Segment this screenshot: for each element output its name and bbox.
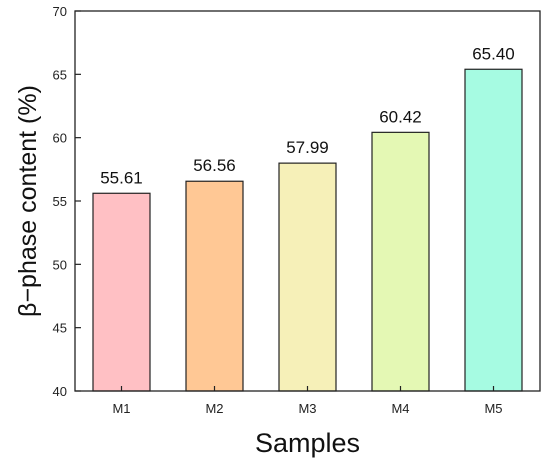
y-tick-label: 45 xyxy=(53,321,67,336)
bar-m4 xyxy=(371,131,430,392)
y-tick-label: 70 xyxy=(53,4,67,19)
bars xyxy=(92,68,523,392)
data-labels: 55.61 56.56 57.99 60.42 65.40 xyxy=(100,44,515,187)
data-label-m1: 55.61 xyxy=(100,168,143,187)
x-category-m4: M4 xyxy=(391,401,409,416)
y-tick-label: 65 xyxy=(53,67,67,82)
bar-m5 xyxy=(464,68,523,392)
y-tick-label: 55 xyxy=(53,194,67,209)
x-axis-categories: M1 M2 M3 M4 M5 xyxy=(112,386,503,416)
x-category-m2: M2 xyxy=(205,401,223,416)
x-category-m3: M3 xyxy=(298,401,316,416)
data-label-m4: 60.42 xyxy=(379,107,422,126)
y-tick-label: 50 xyxy=(53,257,67,272)
y-tick-label: 40 xyxy=(53,384,67,399)
x-category-m1: M1 xyxy=(112,401,130,416)
data-label-m5: 65.40 xyxy=(472,44,515,63)
bar-m3 xyxy=(278,162,337,392)
y-axis-title: β−phase content (%) xyxy=(14,85,42,317)
plot-frame xyxy=(74,10,541,392)
bar-m1 xyxy=(92,192,151,392)
x-axis-title: Samples xyxy=(255,428,360,458)
y-tick-label: 60 xyxy=(53,131,67,146)
x-category-m5: M5 xyxy=(484,401,502,416)
data-label-m2: 56.56 xyxy=(193,156,236,175)
data-label-m3: 57.99 xyxy=(286,138,329,157)
y-axis-ticks: 40 45 50 55 60 65 70 xyxy=(53,4,81,399)
bar-m2 xyxy=(185,180,244,392)
